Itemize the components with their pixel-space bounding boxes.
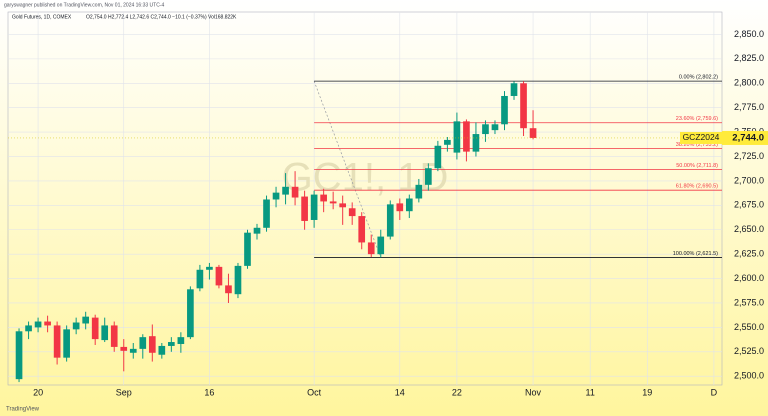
symbol-label-box xyxy=(680,131,722,144)
y-tick-label: 2,500.0 xyxy=(734,371,764,381)
candle-body xyxy=(301,196,308,221)
grid xyxy=(8,12,722,385)
candle-body xyxy=(101,325,109,341)
candle-body xyxy=(282,186,289,195)
x-tick-label: 14 xyxy=(395,387,405,397)
x-tick-label: D xyxy=(711,387,718,397)
candle-body xyxy=(272,192,280,200)
x-tick-label: Nov xyxy=(525,387,542,397)
watermark: GC1!, 1D xyxy=(282,156,449,200)
x-tick-label: 11 xyxy=(585,387,594,397)
candle-body xyxy=(63,329,70,358)
candle-body xyxy=(425,168,432,185)
candle-body xyxy=(520,83,527,129)
chart-title: Gold Futures, 1D, COMEX xyxy=(12,14,72,20)
candle-body xyxy=(510,83,518,96)
candle-body xyxy=(25,325,32,332)
x-tick-label: 16 xyxy=(204,387,214,397)
candle-body xyxy=(320,194,327,202)
candle-body xyxy=(386,204,394,237)
candle-body xyxy=(444,139,451,145)
candle-body xyxy=(168,342,175,346)
candle-body xyxy=(367,242,375,255)
candle-body xyxy=(501,95,508,125)
candle-body xyxy=(15,331,23,380)
y-tick-label: 2,700.0 xyxy=(734,175,764,185)
candle-body xyxy=(34,321,42,328)
candle-body xyxy=(139,337,147,349)
y-tick-label: 2,850.0 xyxy=(734,29,764,39)
y-tick-label: 2,825.0 xyxy=(734,53,764,63)
candle-body xyxy=(177,337,185,344)
y-tick-label: 2,600.0 xyxy=(734,273,764,283)
candle-body xyxy=(263,199,270,228)
last-price-box xyxy=(722,130,768,145)
candle-body xyxy=(253,227,261,234)
candle-body xyxy=(472,134,480,152)
trend-line xyxy=(313,81,382,258)
candle-body xyxy=(129,348,137,353)
y-tick-label: 2,800.0 xyxy=(734,78,764,88)
symbol-label: GCZ2024 xyxy=(683,132,720,142)
fib-label: 61.80% (2,690.5) xyxy=(676,184,718,190)
footer: TradingView xyxy=(6,407,40,413)
y-tick-label: 2,650.0 xyxy=(734,224,764,234)
y-tick-label: 2,525.0 xyxy=(734,346,764,356)
x-tick-label: 19 xyxy=(642,387,652,397)
last-price-label: 2,744.0 xyxy=(732,132,764,143)
fib-label: 100.00% (2,621.5) xyxy=(673,251,718,257)
candle-body xyxy=(405,198,413,212)
candle-body xyxy=(206,266,213,270)
candle-body xyxy=(215,266,223,286)
candle-body xyxy=(377,236,385,255)
x-tick-label: 22 xyxy=(452,387,462,397)
candle-body xyxy=(291,186,299,198)
fib-label: 0.00% (2,802.2) xyxy=(679,75,718,81)
candle-body xyxy=(491,124,499,131)
candle-body xyxy=(72,322,80,330)
candle-body xyxy=(196,269,204,289)
x-tick-label: Sep xyxy=(116,387,132,397)
ohlc-summary: O2,754.0 H2,772.4 L2,742.6 C2,744.0 −10.… xyxy=(86,14,237,20)
fib-label: 23.60% (2,759.6) xyxy=(676,116,718,122)
y-tick-label: 2,575.0 xyxy=(734,297,764,307)
candle-body xyxy=(415,184,423,199)
y-tick-label: 2,725.0 xyxy=(734,151,764,161)
candle-body xyxy=(310,194,318,220)
x-tick-label: 20 xyxy=(33,387,43,397)
candle-body xyxy=(120,346,128,351)
plot-frame xyxy=(7,11,723,386)
candle-body xyxy=(329,201,337,204)
candle-body xyxy=(110,325,118,347)
candle-body xyxy=(453,121,461,153)
candle-body xyxy=(82,316,90,324)
candle-body xyxy=(358,216,366,243)
byline: garyswagner published on TradingView.com… xyxy=(4,2,164,8)
candle-body xyxy=(339,203,347,208)
y-tick-label: 2,775.0 xyxy=(734,102,764,112)
candle-body xyxy=(187,289,194,338)
fib-label: 38.20% (2,733.2) xyxy=(676,142,718,148)
fib-label: 50.00% (2,711.8) xyxy=(676,163,718,169)
candle-body xyxy=(348,208,356,217)
x-tick-label: Oct xyxy=(307,387,322,397)
candle-body xyxy=(91,317,99,340)
y-tick-label: 2,625.0 xyxy=(734,249,764,259)
candle-body xyxy=(225,285,232,294)
y-tick-label: 2,550.0 xyxy=(734,322,764,332)
candle-body xyxy=(234,265,242,295)
candle-body xyxy=(529,128,537,138)
candle-body xyxy=(463,121,470,152)
candle-body xyxy=(434,145,442,169)
y-tick-label: 2,675.0 xyxy=(734,200,764,210)
candle-body xyxy=(482,124,489,135)
candle-body xyxy=(148,336,156,353)
candle-body xyxy=(53,325,61,358)
candle-body xyxy=(244,232,251,266)
candle-body xyxy=(158,345,166,355)
candle-body xyxy=(44,321,51,326)
candle-body xyxy=(396,203,404,212)
